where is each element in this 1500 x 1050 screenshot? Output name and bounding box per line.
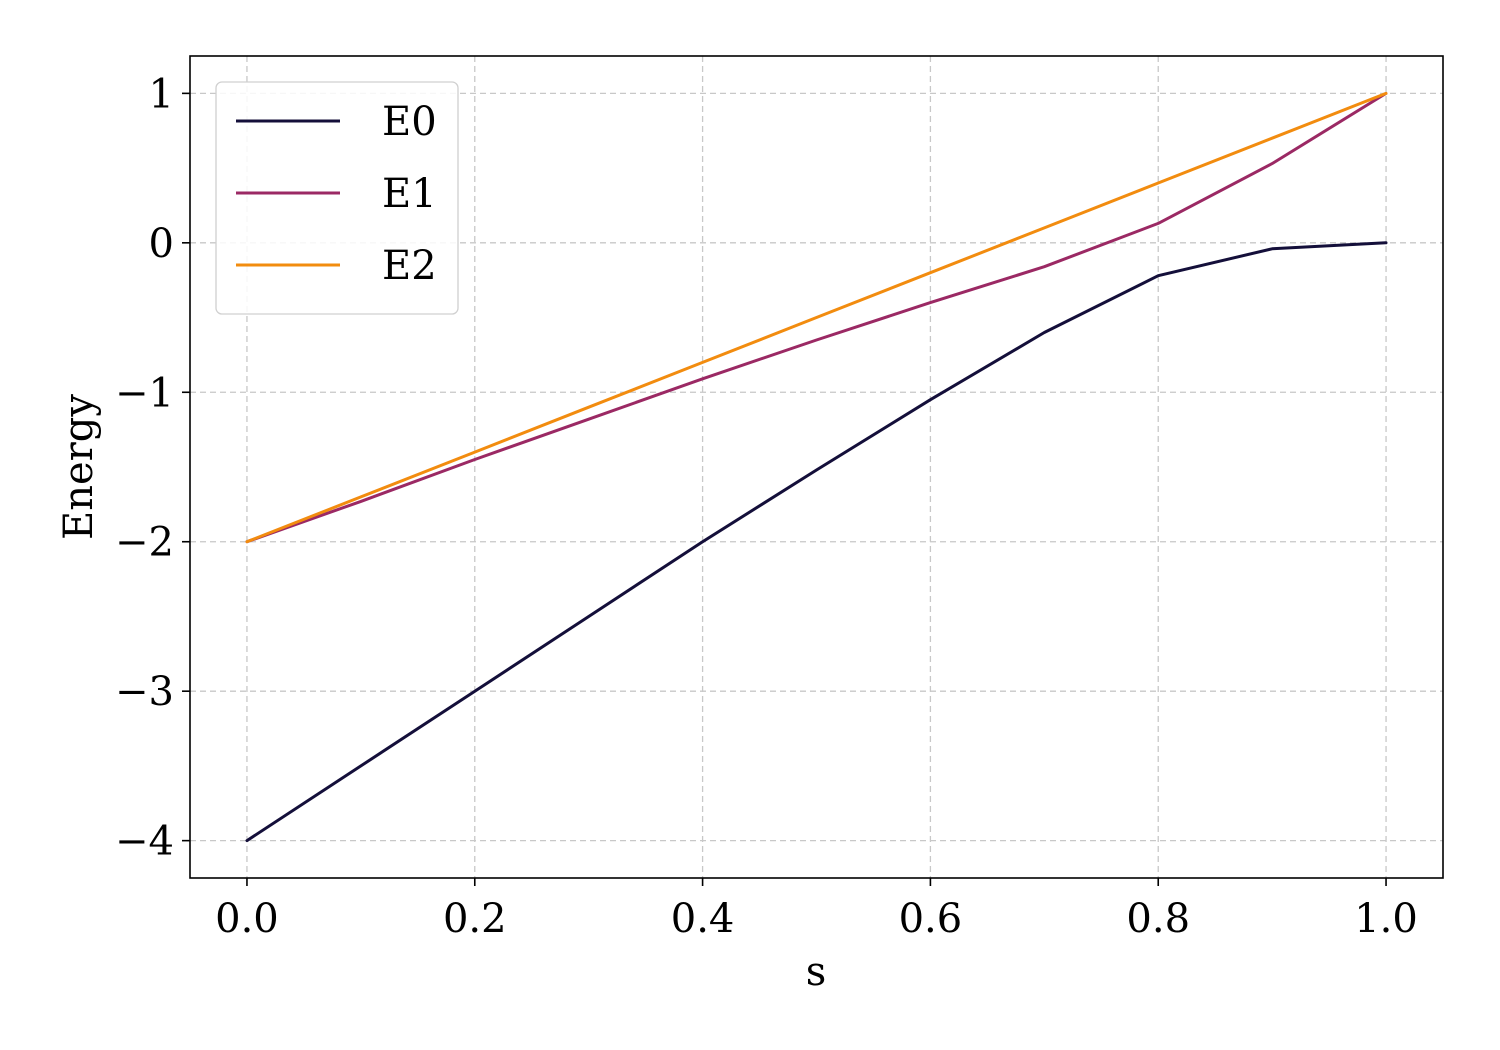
x-tick-label: 0.8 bbox=[1126, 896, 1190, 942]
legend: E0 E1 E2 bbox=[215, 81, 459, 315]
y-tick-label: −1 bbox=[115, 370, 174, 416]
y-tick-label: −2 bbox=[115, 520, 174, 566]
tick-layer: 0.0 0.2 0.4 0.6 0.8 1.0 −4 −3 −2 −1 0 1 bbox=[115, 71, 1418, 942]
x-tick-label: 0.4 bbox=[671, 896, 735, 942]
grid-layer bbox=[190, 56, 1443, 878]
series-line-e2 bbox=[245, 91, 1388, 544]
legend-label-e1: E1 bbox=[382, 171, 437, 217]
y-tick-label: 1 bbox=[149, 71, 174, 117]
y-axis-label: Energy bbox=[56, 394, 102, 540]
x-tick-label: 1.0 bbox=[1354, 896, 1418, 942]
legend-label-e2: E2 bbox=[382, 243, 437, 289]
y-tick-label: −3 bbox=[115, 669, 174, 715]
y-tick-label: 0 bbox=[149, 221, 174, 267]
x-tick-label: 0.0 bbox=[215, 896, 279, 942]
x-tick-label: 0.2 bbox=[443, 896, 507, 942]
series-layer bbox=[245, 91, 1388, 843]
series-line-e0 bbox=[245, 241, 1388, 843]
x-axis-label: s bbox=[806, 949, 827, 995]
legend-box bbox=[215, 81, 459, 315]
series-line-e1 bbox=[245, 91, 1388, 544]
plot-area-frame bbox=[189, 55, 1444, 879]
x-tick-label: 0.6 bbox=[899, 896, 963, 942]
y-tick-label: −4 bbox=[115, 819, 174, 865]
legend-label-e0: E0 bbox=[382, 99, 437, 145]
